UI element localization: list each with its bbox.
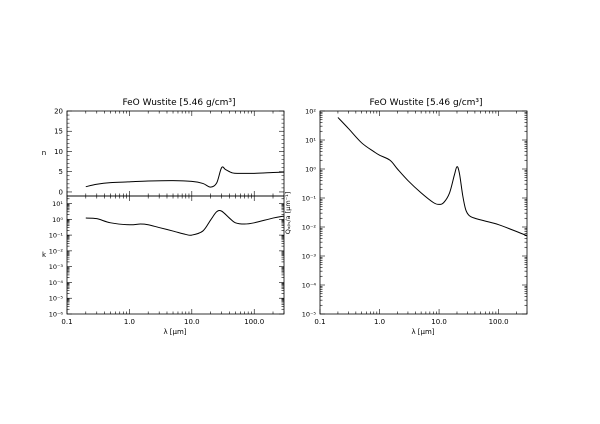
panel-k-frame bbox=[66, 195, 285, 315]
k-y-tick-label: 10⁻³ bbox=[49, 263, 64, 271]
panel-k-xticks: 0.1 1.0 10.0 100.0 bbox=[61, 196, 285, 326]
q-series-line bbox=[337, 117, 528, 237]
q-x-tick-label: 0.1 bbox=[314, 318, 325, 326]
panel-n-title: FeO Wustite [5.46 g/cm³] bbox=[122, 98, 235, 108]
n-y-tick-label: 20 bbox=[54, 108, 63, 116]
q-y-tick-label: 10⁻³ bbox=[302, 253, 317, 261]
panel-n-ylabel: n bbox=[42, 149, 46, 157]
k-x-tick-label: 10.0 bbox=[184, 318, 200, 326]
k-y-tick-label: 10⁻¹ bbox=[49, 232, 64, 240]
panel-q-title: FeO Wustite [5.46 g/cm³] bbox=[369, 98, 482, 108]
panel-k: k λ [μm] 10⁻⁶10⁻⁵10⁻⁴10⁻³10⁻²10⁻¹10⁰10¹ … bbox=[42, 195, 285, 336]
panel-n: FeO Wustite [5.46 g/cm³] n 0 5 10 15 20 bbox=[42, 98, 285, 197]
k-y-tick-label: 10⁻⁵ bbox=[49, 295, 64, 303]
k-series-line bbox=[85, 209, 285, 236]
panel-k-xlabel: λ [μm] bbox=[163, 328, 186, 336]
panel-n-xticks bbox=[66, 111, 285, 196]
n-series-line bbox=[85, 166, 285, 188]
n-y-tick-label: 0 bbox=[59, 188, 63, 196]
q-y-tick-label: 10¹ bbox=[305, 137, 316, 145]
k-x-tick-label: 1.0 bbox=[124, 318, 135, 326]
k-y-tick-label: 10⁰ bbox=[52, 216, 63, 224]
n-y-tick-label: 5 bbox=[59, 168, 63, 176]
q-x-tick-label: 100.0 bbox=[489, 318, 509, 326]
q-y-tick-label: 10⁻¹ bbox=[302, 195, 317, 203]
panel-k-yticks: 10⁻⁶ 10⁻⁵ 10⁻⁴ 10⁻³ 10⁻² 10⁻¹ 10⁰ 10¹ bbox=[49, 195, 284, 319]
q-y-tick-label: 10⁻⁴ bbox=[302, 282, 317, 290]
panel-n-frame bbox=[66, 110, 285, 197]
panel-k-ylabel: k bbox=[42, 251, 47, 259]
k-y-tick-label: 10⁻² bbox=[49, 247, 64, 255]
q-y-tick-label: 10⁰ bbox=[305, 166, 316, 174]
panel-q-frame bbox=[319, 110, 528, 315]
panel-n-yticks: 0 5 10 15 20 bbox=[54, 108, 284, 196]
k-y-tick-label: 10⁻⁶ bbox=[49, 311, 64, 319]
n-y-tick-label: 15 bbox=[54, 128, 63, 136]
n-y-tick-label: 10 bbox=[54, 148, 63, 156]
k-x-tick-label: 0.1 bbox=[61, 318, 72, 326]
panel-q-xlabel: λ [μm] bbox=[411, 328, 434, 336]
k-y-tick-label: 10¹ bbox=[52, 200, 63, 208]
k-y-tick-label: 10⁻⁴ bbox=[49, 279, 64, 287]
k-x-tick-label: 100.0 bbox=[244, 318, 264, 326]
panel-q: FeO Wustite [5.46 g/cm³] Qₐᵦₛ/a [μm⁻¹] λ… bbox=[284, 98, 528, 336]
panel-q-ylabel: Qₐᵦₛ/a [μm⁻¹] bbox=[284, 192, 292, 235]
q-y-tick-label: 10² bbox=[305, 108, 316, 116]
q-x-tick-label: 1.0 bbox=[374, 318, 385, 326]
panel-q-xticks: 0.1 1.0 10.0 100.0 bbox=[314, 111, 528, 326]
q-y-tick-label: 10⁻² bbox=[302, 224, 317, 232]
q-y-tick-label: 10⁻⁵ bbox=[302, 311, 317, 319]
panel-q-yticks: 10⁻⁵ 10⁻⁴ 10⁻³ 10⁻² 10⁻¹ 10⁰ 10¹ 10² bbox=[302, 108, 527, 319]
q-x-tick-label: 10.0 bbox=[431, 318, 447, 326]
